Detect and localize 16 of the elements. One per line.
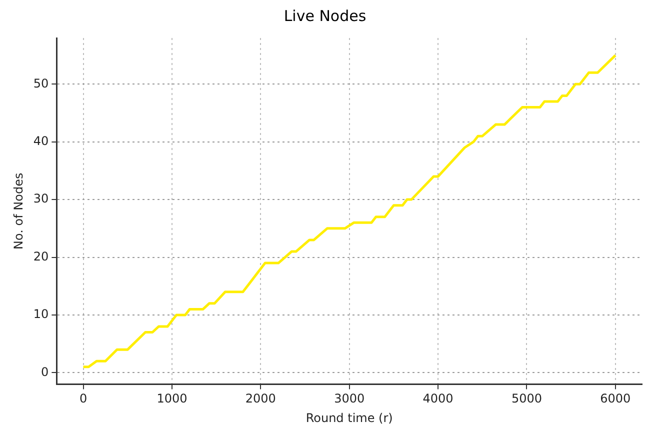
y-tick-label: 30 bbox=[33, 192, 49, 206]
x-tick-label: 2000 bbox=[245, 392, 276, 406]
y-tick-label: 40 bbox=[33, 134, 49, 148]
x-tick-label: 5000 bbox=[511, 392, 542, 406]
y-tick-label: 0 bbox=[41, 364, 49, 379]
x-axis-title: Round time (r) bbox=[306, 410, 393, 425]
x-tick-label: 6000 bbox=[600, 392, 631, 406]
y-axis-title: No. of Nodes bbox=[11, 172, 26, 250]
x-tick-label: 3000 bbox=[334, 392, 365, 406]
x-tick-label: 4000 bbox=[422, 392, 454, 406]
y-tick-label: 10 bbox=[33, 307, 49, 322]
y-tick-label: 50 bbox=[33, 76, 49, 90]
y-tick-label: 20 bbox=[33, 249, 49, 264]
x-tick-label: 0 bbox=[79, 392, 88, 406]
chart-title: Live Nodes bbox=[284, 6, 366, 25]
x-tick-label: 1000 bbox=[156, 392, 188, 406]
